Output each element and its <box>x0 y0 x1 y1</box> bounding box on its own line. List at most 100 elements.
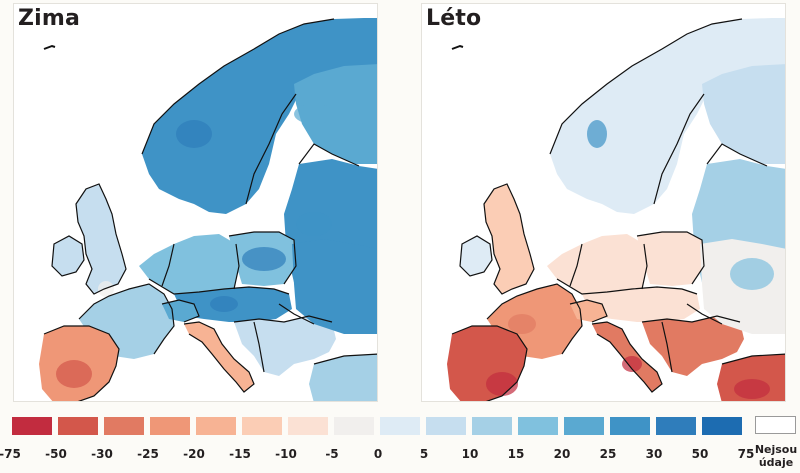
anomaly-patch <box>210 296 238 312</box>
border-line <box>298 143 360 167</box>
legend-label-no-data: Nejsou údaje <box>755 443 797 469</box>
island-outline <box>451 44 464 50</box>
border-line <box>569 299 608 323</box>
legend-swatch <box>58 417 98 435</box>
region-alps-switzerland <box>162 300 199 322</box>
legend-swatch <box>610 417 650 435</box>
europe-map-summer <box>447 18 785 401</box>
region-benelux-germany <box>547 234 647 294</box>
legend-tick-label: 75 <box>737 447 755 461</box>
border-line <box>661 321 673 373</box>
anomaly-patch <box>622 356 642 372</box>
legend-swatch <box>150 417 190 435</box>
legend-tick-label: -10 <box>275 447 297 461</box>
legend-tick-label: 30 <box>645 447 663 461</box>
border-line <box>569 243 583 287</box>
border-line <box>43 325 120 401</box>
legend-tick-label: -15 <box>229 447 251 461</box>
map-panel-summer: Léto <box>421 3 786 402</box>
legend-tick-label: 15 <box>507 447 525 461</box>
legend-tick-label: -25 <box>137 447 159 461</box>
legend-swatch <box>380 417 420 435</box>
border-line <box>486 283 583 355</box>
europe-map-winter <box>39 18 377 401</box>
border-line <box>141 18 335 155</box>
anomaly-patch <box>486 372 518 396</box>
legend-tick-label: -75 <box>0 447 21 461</box>
border-line <box>706 143 768 167</box>
border-line <box>161 243 175 287</box>
region-czech-austria-hungary <box>582 287 700 322</box>
panel-title-winter: Zima <box>18 6 81 31</box>
legend-tick-label: -5 <box>325 447 339 461</box>
border-line <box>183 321 255 393</box>
border-line <box>278 303 315 325</box>
region-uk <box>484 184 534 294</box>
region-benelux-germany <box>139 234 239 294</box>
region-italy <box>592 322 662 392</box>
legend-tick-label: 5 <box>419 447 429 461</box>
border-line <box>556 278 698 295</box>
border-line <box>245 93 297 205</box>
border-line <box>686 303 723 325</box>
region-scandinavia-norway-sweden <box>142 18 377 214</box>
legend-swatch <box>472 417 512 435</box>
legend-tick-label: 20 <box>553 447 571 461</box>
legend-swatch <box>334 417 374 435</box>
legend-swatch <box>564 417 604 435</box>
legend-tick-label: 25 <box>599 447 617 461</box>
region-poland <box>637 232 704 286</box>
border-line <box>641 315 741 323</box>
border-line <box>253 321 265 373</box>
border-line <box>233 315 333 323</box>
border-line <box>653 93 705 205</box>
border-line <box>549 18 743 155</box>
anomaly-patch <box>587 120 607 148</box>
border-line <box>459 235 493 277</box>
legend-tick-label: 0 <box>373 447 383 461</box>
anomaly-patch <box>242 247 286 271</box>
legend-swatch <box>104 417 144 435</box>
legend-swatch <box>656 417 696 435</box>
region-finland <box>702 64 785 164</box>
anomaly-patch <box>56 360 92 388</box>
border-line <box>233 243 240 290</box>
region-balkans <box>234 316 336 376</box>
panel-title-summer: Léto <box>426 6 482 31</box>
border-line <box>313 353 377 365</box>
region-ukraine-belarus <box>292 239 377 334</box>
legend-swatch <box>702 417 742 435</box>
anomaly-patch <box>98 281 114 297</box>
border-line <box>591 321 663 393</box>
border-line <box>451 325 528 401</box>
island-outline <box>43 44 56 50</box>
legend-tick-label: -30 <box>91 447 113 461</box>
border-line <box>75 183 127 295</box>
region-balkans <box>642 316 744 376</box>
border-line <box>148 278 290 295</box>
region-finland <box>294 64 377 164</box>
region-alps-switzerland <box>570 300 607 322</box>
region-scandinavia-norway-sweden <box>550 18 785 214</box>
border-line <box>641 243 648 290</box>
border-line <box>483 183 535 295</box>
anomaly-patch <box>730 258 774 290</box>
region-uk <box>76 184 126 294</box>
legend-tick-label: 10 <box>461 447 479 461</box>
legend-swatch <box>288 417 328 435</box>
legend-tick-label: 50 <box>691 447 709 461</box>
map-panel-winter: Zima <box>13 3 378 402</box>
anomaly-patch <box>294 104 334 124</box>
legend-swatch <box>518 417 558 435</box>
border-line <box>78 283 175 355</box>
no-data-line1: Nejsou <box>754 443 798 456</box>
anomaly-patch <box>724 194 760 214</box>
legend-tick-label: -50 <box>45 447 67 461</box>
anomaly-patch <box>296 212 332 236</box>
legend-swatch-no-data <box>755 416 796 434</box>
legend-swatch <box>426 417 466 435</box>
border-line <box>636 231 705 285</box>
legend-swatch <box>242 417 282 435</box>
anomaly-patch <box>734 379 770 399</box>
legend-tick-label: -20 <box>183 447 205 461</box>
